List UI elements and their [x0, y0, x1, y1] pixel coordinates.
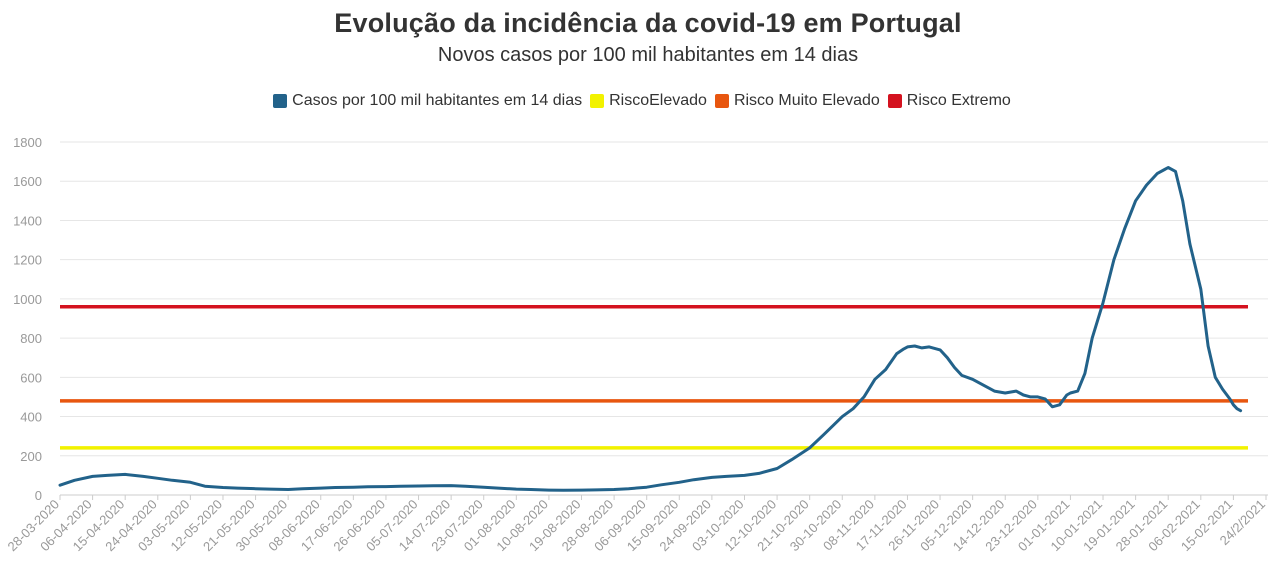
chart-title: Evolução da incidência da covid-19 em Po…: [334, 8, 962, 38]
legend-label-risco-extremo: Risco Extremo: [906, 92, 1011, 109]
legend-item-risco-extremo[interactable]: Risco Extremo: [887, 92, 1011, 110]
y-tick-label: 1600: [13, 174, 42, 189]
legend-label-cases: Casos por 100 mil habitantes em 14 dias: [292, 92, 583, 109]
legend-label-risco-elevado: RiscoElevado: [609, 92, 707, 109]
y-tick-label: 600: [20, 370, 42, 385]
y-tick-label: 200: [20, 449, 42, 464]
series-line-cases: [58, 166, 1243, 492]
legend-label-risco-muito-elevado: Risco Muito Elevado: [733, 92, 880, 109]
y-tick-label: 1400: [13, 213, 42, 228]
legend-swatch-risco-extremo: [887, 94, 902, 108]
legend-item-cases[interactable]: Casos por 100 mil habitantes em 14 dias: [273, 92, 582, 110]
y-tick-label: 1000: [13, 292, 42, 307]
legend-swatch-risco-elevado: [590, 94, 605, 108]
legend-item-risco-muito-elevado[interactable]: Risco Muito Elevado: [714, 92, 880, 110]
legend-swatch-risco-muito-elevado: [714, 94, 729, 108]
chart-legend: Casos por 100 mil habitantes em 14 dias …: [0, 92, 1280, 110]
y-tick-label: 0: [35, 488, 42, 503]
y-tick-label: 400: [20, 410, 42, 425]
legend-swatch-cases: [273, 94, 288, 108]
y-tick-label: 1800: [13, 135, 42, 150]
y-tick-label: 1200: [13, 253, 42, 268]
legend-item-risco-elevado[interactable]: RiscoElevado: [590, 92, 707, 110]
y-tick-label: 800: [20, 331, 42, 346]
chart-subtitle: Novos casos por 100 mil habitantes em 14…: [437, 44, 859, 66]
